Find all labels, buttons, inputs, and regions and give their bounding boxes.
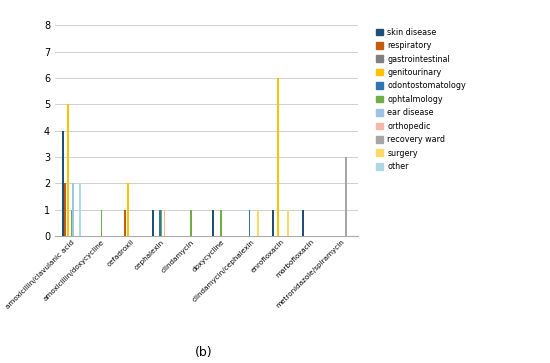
Bar [164, 209, 166, 236]
Bar [64, 183, 65, 236]
Bar [79, 183, 80, 236]
Bar [257, 209, 258, 236]
Bar [70, 209, 72, 236]
Bar [101, 209, 102, 236]
Bar [345, 157, 347, 236]
Bar [124, 209, 125, 236]
Bar [272, 209, 274, 236]
Bar [277, 78, 279, 236]
Bar [72, 183, 74, 236]
Bar [190, 209, 192, 236]
Bar [221, 209, 222, 236]
Bar [67, 105, 69, 236]
Bar [152, 209, 154, 236]
Bar [62, 131, 64, 236]
Legend: skin disease, respiratory, gastrointestinal, genitourinary, odontostomatology, o: skin disease, respiratory, gastrointesti… [373, 25, 469, 174]
Bar [249, 209, 250, 236]
Bar [161, 209, 162, 236]
Bar [302, 209, 304, 236]
Bar [287, 209, 289, 236]
Bar [212, 209, 214, 236]
Bar [127, 183, 129, 236]
Text: (b): (b) [195, 346, 212, 359]
Bar [159, 209, 161, 236]
